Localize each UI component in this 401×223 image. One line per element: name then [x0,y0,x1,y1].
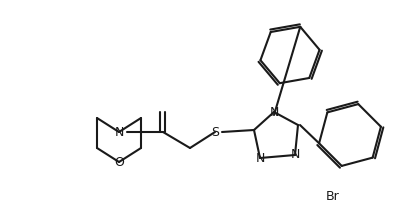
Text: S: S [211,126,219,138]
Text: N: N [114,126,124,138]
Text: Br: Br [325,190,339,204]
Text: O: O [114,155,124,169]
Text: N: N [255,151,264,165]
Text: N: N [269,105,278,118]
Text: N: N [290,149,299,161]
